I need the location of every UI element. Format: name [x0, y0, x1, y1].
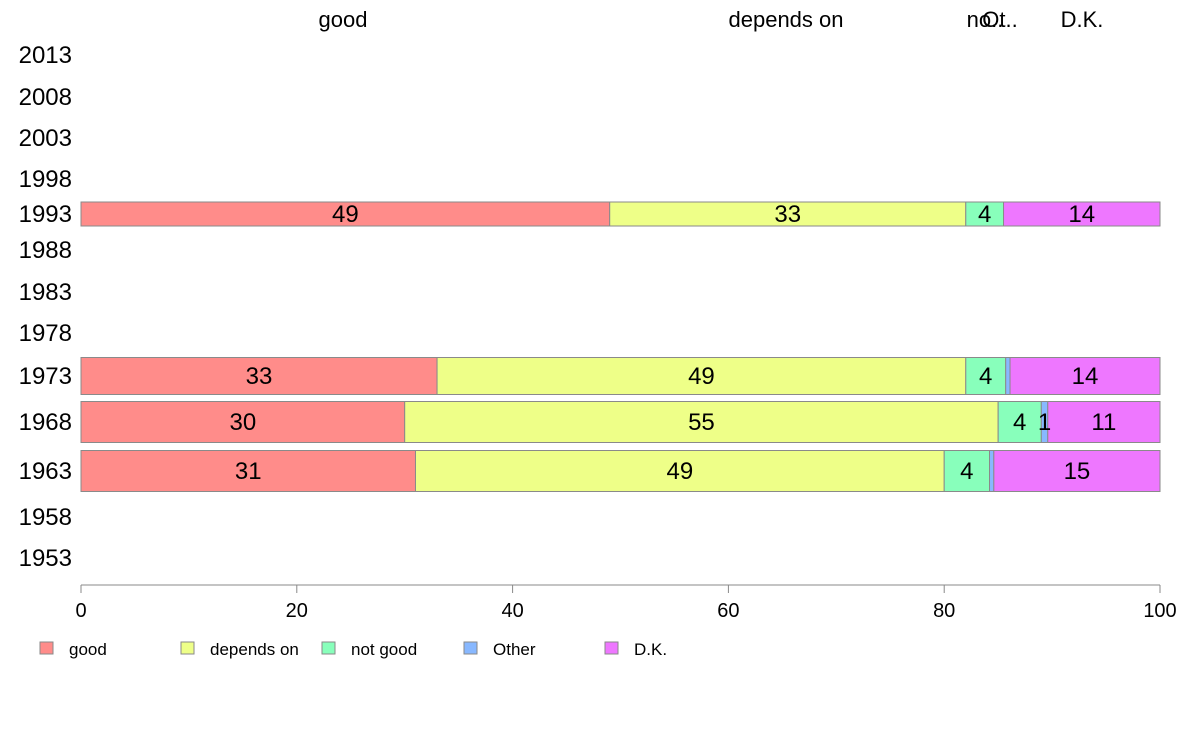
y-tick-label: 1953 — [19, 545, 72, 572]
y-tick-label: 1968 — [19, 409, 72, 436]
y-tick-label: 2013 — [19, 42, 72, 69]
bar-segment — [1005, 357, 1011, 395]
legend-swatch — [180, 641, 195, 655]
bar-value-label: 14 — [1068, 201, 1095, 228]
legend-label: good — [69, 640, 107, 659]
x-tick-label: 0 — [75, 600, 86, 622]
legend: good depends on not good Other D.K. — [39, 640, 667, 659]
y-tick-label: 1993 — [19, 201, 72, 228]
y-tick-label: 1978 — [19, 320, 72, 347]
x-tick-label: 100 — [1143, 600, 1176, 622]
bar-value-label: 4 — [1013, 409, 1026, 436]
bar-segment — [1003, 201, 1161, 227]
bar-value-label: 55 — [688, 409, 715, 436]
top-category-labels: good depends on no.. Ot.. D.K. — [319, 7, 1104, 32]
bar-value-label: 4 — [979, 363, 992, 390]
y-tick-label: 1973 — [19, 363, 72, 390]
legend-swatch — [463, 641, 478, 655]
bar-value-label: 33 — [246, 363, 273, 390]
top-label-other: Ot.. — [982, 7, 1017, 32]
top-label-not-good: no.. — [967, 7, 1004, 32]
y-tick-label: 1988 — [19, 237, 72, 264]
legend-swatch — [604, 641, 619, 655]
bar-segment — [414, 450, 945, 492]
bar-segment — [80, 201, 611, 227]
bar-segment — [609, 201, 967, 227]
bar-segment — [989, 450, 995, 492]
bar-segment — [436, 357, 967, 395]
legend-label: Other — [493, 640, 536, 659]
x-axis: 0 20 40 60 80 100 — [75, 584, 1177, 622]
bar-value-label: 4 — [960, 458, 973, 485]
bar-segment — [80, 401, 406, 443]
bars — [80, 201, 1161, 492]
bar-segment — [993, 450, 1161, 492]
bar-value-label: 33 — [774, 201, 801, 228]
bar-value-label: 49 — [688, 363, 715, 390]
bar-value-label: 14 — [1072, 363, 1099, 390]
legend-label: D.K. — [634, 640, 667, 659]
bar-segment — [80, 357, 438, 395]
bar-value-label: 49 — [332, 201, 359, 228]
legend-label: not good — [351, 640, 417, 659]
x-tick-label: 40 — [501, 600, 523, 622]
x-tick-label: 20 — [286, 600, 308, 622]
bar-value-label: 49 — [666, 458, 693, 485]
bar-value-label: 1 — [1038, 409, 1051, 436]
y-tick-label: 2003 — [19, 125, 72, 152]
legend-swatch — [321, 641, 336, 655]
bar-value-label: 31 — [235, 458, 262, 485]
bar-value-label: 11 — [1091, 409, 1116, 436]
top-label-good: good — [319, 7, 368, 32]
legend-swatch — [39, 641, 54, 655]
y-tick-label: 2008 — [19, 84, 72, 111]
bar-segment — [965, 201, 1005, 227]
top-label-dk: D.K. — [1061, 7, 1104, 32]
bar-value-label: 4 — [978, 201, 991, 228]
legend-label: depends on — [210, 640, 299, 659]
y-tick-label: 1958 — [19, 504, 72, 531]
bar-value-label: 15 — [1064, 458, 1091, 485]
y-tick-label: 1963 — [19, 458, 72, 485]
y-axis-labels: 2013 2008 2003 1998 1993 1988 1983 1978 1973 1968… — [19, 42, 72, 572]
bar-segment — [997, 401, 1042, 443]
x-tick-label: 60 — [717, 600, 739, 622]
bar-segment — [404, 401, 999, 443]
x-tick-label: 80 — [933, 600, 955, 622]
bar-segment — [1047, 401, 1161, 443]
bar-value-label: 30 — [229, 409, 256, 436]
y-tick-label: 1983 — [19, 279, 72, 306]
y-tick-label: 1998 — [19, 166, 72, 193]
bar-segment — [1009, 357, 1161, 395]
top-label-depends-on: depends on — [729, 7, 844, 32]
